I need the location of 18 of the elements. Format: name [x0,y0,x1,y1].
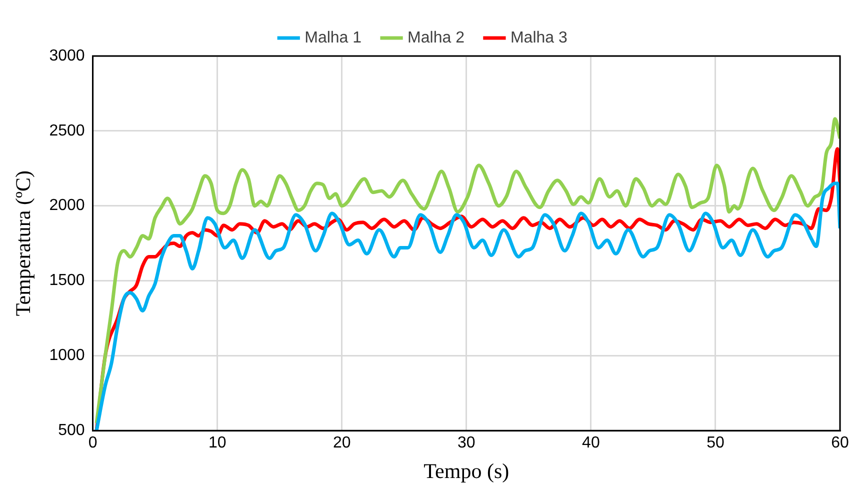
y-tick-label: 1000 [49,347,85,364]
x-tick-label: 50 [706,434,724,452]
y-tick-label: 2500 [49,122,85,140]
y-tick-label: 1500 [49,272,85,290]
x-tick-label: 10 [208,434,226,452]
x-axis-title: Tempo (s) [424,458,510,483]
x-tick-label: 60 [831,434,849,452]
x-tick-label: 20 [332,434,351,452]
y-tick-label: 2000 [49,197,85,214]
x-tick-label: 30 [458,434,476,452]
legend-label: Malha 2 [408,29,465,46]
y-axis-title: Temperatura (ºC) [11,170,36,316]
x-tick-label: 40 [582,434,600,452]
legend-label: Malha 1 [304,29,362,46]
y-tick-label: 500 [58,422,85,440]
legend-label: Malha 3 [510,29,568,46]
y-tick-label: 3000 [49,47,85,64]
x-tick-label: 0 [88,434,98,452]
